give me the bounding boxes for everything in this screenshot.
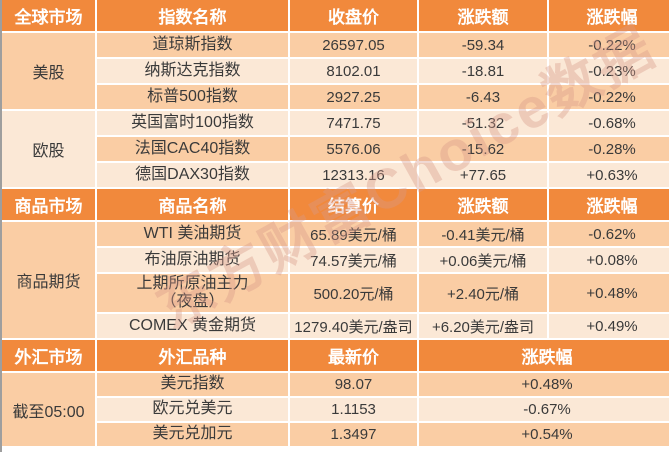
row-pct: -0.22% bbox=[549, 33, 669, 57]
row-pct: -0.62% bbox=[549, 222, 669, 246]
row-price: 98.07 bbox=[290, 373, 417, 396]
row-name: 纳斯达克指数 bbox=[97, 59, 288, 83]
header-change-amount: 涨跌额 bbox=[419, 0, 547, 31]
table-row: 布油原油期货 74.57美元/桶 +0.06美元/桶 +0.08% bbox=[2, 248, 669, 272]
row-name: 美元指数 bbox=[97, 373, 288, 396]
header-change-percent: 涨跌幅 bbox=[549, 0, 669, 31]
row-name: 美元兑加元 bbox=[97, 423, 288, 446]
table-row: 法国CAC40指数 5576.06 -15.62 -0.28% bbox=[2, 137, 669, 161]
row-name: 布油原油期货 bbox=[97, 248, 288, 272]
group-label-asof-time: 截至05:00 bbox=[2, 373, 95, 446]
row-name: 英国富时100指数 bbox=[97, 111, 288, 135]
header-change-percent: 涨跌幅 bbox=[419, 340, 669, 371]
header-close-price: 收盘价 bbox=[290, 0, 417, 31]
row-price: 8102.01 bbox=[290, 59, 417, 83]
header-forex-pair: 外汇品种 bbox=[97, 340, 288, 371]
commodity-market-header-row: 商品市场 商品名称 结算价 涨跌额 涨跌幅 bbox=[2, 189, 669, 220]
table-row: 美股 道琼斯指数 26597.05 -59.34 -0.22% bbox=[2, 33, 669, 109]
row-price: 26597.05 bbox=[290, 33, 417, 57]
table-row: 德国DAX30指数 12313.16 +77.65 +0.63% bbox=[2, 163, 669, 187]
row-name: WTI 美油期货 bbox=[97, 222, 288, 246]
row-price: 12313.16 bbox=[290, 163, 417, 187]
row-name: 上期所原油主力（夜盘） bbox=[97, 274, 288, 312]
header-latest-price: 最新价 bbox=[290, 340, 417, 371]
row-price: 1279.40美元/盎司 bbox=[290, 314, 417, 338]
header-change-amount: 涨跌额 bbox=[419, 189, 547, 220]
row-name: 德国DAX30指数 bbox=[97, 163, 288, 187]
header-global-market: 全球市场 bbox=[2, 0, 95, 31]
header-forex-market: 外汇市场 bbox=[2, 340, 95, 371]
row-pct: -0.67% bbox=[419, 398, 669, 421]
table-row: 美元兑加元 1.3497 +0.54% bbox=[2, 423, 669, 446]
header-settlement-price: 结算价 bbox=[290, 189, 417, 220]
row-price: 2927.25 bbox=[290, 85, 417, 109]
header-index-name: 指数名称 bbox=[97, 0, 288, 31]
group-label-commodity-futures: 商品期货 bbox=[2, 222, 95, 338]
row-price: 74.57美元/桶 bbox=[290, 248, 417, 272]
row-name: COMEX 黄金期货 bbox=[97, 314, 288, 338]
row-pct: -0.22% bbox=[549, 85, 669, 109]
row-change: -18.81 bbox=[419, 59, 547, 83]
group-label-eu-stocks: 欧股 bbox=[2, 111, 95, 187]
row-change: -15.62 bbox=[419, 137, 547, 161]
table-row: 标普500指数 2927.25 -6.43 -0.22% bbox=[2, 85, 669, 109]
row-pct: -0.68% bbox=[549, 111, 669, 135]
row-price: 5576.06 bbox=[290, 137, 417, 161]
row-pct: +0.08% bbox=[549, 248, 669, 272]
row-change: -6.43 bbox=[419, 85, 547, 109]
row-price: 65.89美元/桶 bbox=[290, 222, 417, 246]
table-row: 欧元兑美元 1.1153 -0.67% bbox=[2, 398, 669, 421]
row-name: 标普500指数 bbox=[97, 85, 288, 109]
row-pct: +0.63% bbox=[549, 163, 669, 187]
row-price: 500.20元/桶 bbox=[290, 274, 417, 312]
forex-market-header-row: 外汇市场 外汇品种 最新价 涨跌幅 bbox=[2, 340, 669, 371]
row-name: 法国CAC40指数 bbox=[97, 137, 288, 161]
row-change: +0.06美元/桶 bbox=[419, 248, 547, 272]
row-change: +6.20美元/盎司 bbox=[419, 314, 547, 338]
table-row: 商品期货 WTI 美油期货 65.89美元/桶 -0.41美元/桶 -0.62% bbox=[2, 222, 669, 338]
table-row: 纳斯达克指数 8102.01 -18.81 -0.23% bbox=[2, 59, 669, 83]
row-pct: +0.48% bbox=[419, 373, 669, 396]
group-label-us-stocks: 美股 bbox=[2, 33, 95, 109]
global-market-header-row: 全球市场 指数名称 收盘价 涨跌额 涨跌幅 bbox=[2, 0, 669, 31]
row-name: 道琼斯指数 bbox=[97, 33, 288, 57]
row-change: -59.34 bbox=[419, 33, 547, 57]
row-pct: -0.28% bbox=[549, 137, 669, 161]
table-row: 欧股 英国富时100指数 7471.75 -51.32 -0.68% bbox=[2, 111, 669, 187]
row-pct: +0.54% bbox=[419, 423, 669, 446]
row-pct: +0.49% bbox=[549, 314, 669, 338]
row-price: 7471.75 bbox=[290, 111, 417, 135]
table-row: 截至05:00 美元指数 98.07 +0.48% bbox=[2, 373, 669, 446]
row-change: +2.40元/桶 bbox=[419, 274, 547, 312]
row-change: +77.65 bbox=[419, 163, 547, 187]
row-change: -0.41美元/桶 bbox=[419, 222, 547, 246]
table-row: COMEX 黄金期货 1279.40美元/盎司 +6.20美元/盎司 +0.49… bbox=[2, 314, 669, 338]
row-change: -51.32 bbox=[419, 111, 547, 135]
row-name: 欧元兑美元 bbox=[97, 398, 288, 421]
row-pct: +0.48% bbox=[549, 274, 669, 312]
header-commodity-name: 商品名称 bbox=[97, 189, 288, 220]
row-price: 1.3497 bbox=[290, 423, 417, 446]
row-price: 1.1153 bbox=[290, 398, 417, 421]
row-pct: -0.23% bbox=[549, 59, 669, 83]
header-commodity-market: 商品市场 bbox=[2, 189, 95, 220]
header-change-percent: 涨跌幅 bbox=[549, 189, 669, 220]
table-row: 上期所原油主力（夜盘） 500.20元/桶 +2.40元/桶 +0.48% bbox=[2, 274, 669, 312]
